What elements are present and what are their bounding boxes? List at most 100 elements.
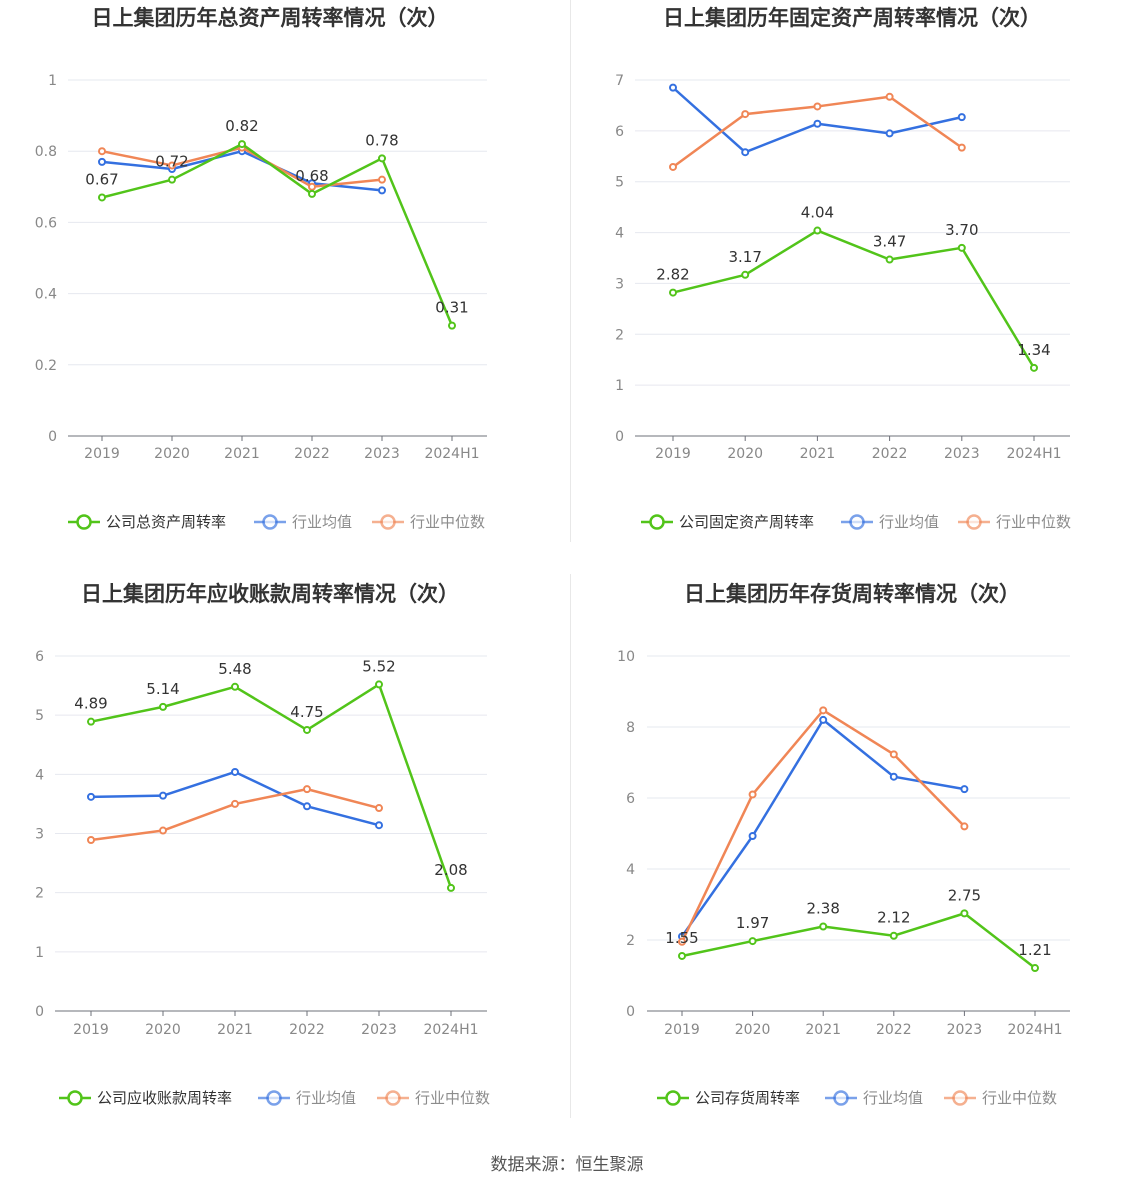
- legend-label: 公司固定资产周转率: [679, 513, 814, 531]
- data-point-avg[interactable]: [159, 791, 167, 800]
- series-line-company: [681, 912, 1036, 970]
- divider-bottom: [570, 574, 571, 1118]
- data-point-median[interactable]: [748, 790, 757, 799]
- data-point-median[interactable]: [669, 162, 677, 171]
- y-tick-label: 10: [617, 649, 635, 665]
- legend-item-median[interactable]: 行业中位数: [958, 513, 1071, 531]
- data-point-avg[interactable]: [375, 821, 383, 830]
- data-point-median[interactable]: [885, 92, 894, 101]
- data-point-avg[interactable]: [303, 802, 311, 811]
- data-point-median[interactable]: [98, 147, 106, 156]
- legend-item-median[interactable]: 行业中位数: [944, 1089, 1057, 1107]
- legend-item-avg[interactable]: 行业均值: [825, 1089, 923, 1107]
- x-tick-label: 2019: [664, 1022, 700, 1038]
- data-point-avg[interactable]: [378, 186, 386, 195]
- data-point-avg[interactable]: [87, 792, 95, 801]
- legend-item-company[interactable]: 公司总资产周转率: [68, 513, 226, 531]
- data-point-avg[interactable]: [748, 831, 757, 840]
- legend-item-avg[interactable]: 行业均值: [258, 1089, 356, 1107]
- data-point-company[interactable]: [238, 140, 246, 149]
- chart-title: 日上集团历年应收账款周转率情况（次）: [81, 582, 459, 606]
- data-point-company[interactable]: [1030, 363, 1038, 372]
- legend-label: 行业中位数: [415, 1089, 490, 1107]
- legend-item-company[interactable]: 公司存货周转率: [657, 1089, 800, 1107]
- data-point-median[interactable]: [957, 143, 966, 152]
- data-point-avg[interactable]: [819, 715, 828, 724]
- legend-item-company[interactable]: 公司固定资产周转率: [641, 513, 814, 531]
- data-point-avg[interactable]: [960, 785, 969, 794]
- data-point-avg[interactable]: [957, 113, 966, 122]
- x-tick-label: 2022: [294, 446, 330, 462]
- series-line-avg: [90, 770, 380, 827]
- data-point-avg[interactable]: [889, 772, 898, 781]
- data-label: 1.97: [736, 914, 769, 932]
- data-point-avg[interactable]: [741, 148, 750, 157]
- legend-item-median[interactable]: 行业中位数: [372, 513, 485, 531]
- legend-item-avg[interactable]: 行业均值: [841, 513, 939, 531]
- data-point-company[interactable]: [375, 680, 383, 689]
- data-point-median[interactable]: [819, 706, 828, 715]
- legend-swatch-marker: [833, 1090, 849, 1106]
- data-point-median[interactable]: [378, 175, 386, 184]
- data-point-company[interactable]: [889, 931, 898, 940]
- y-tick-label: 2: [35, 886, 44, 902]
- data-point-median[interactable]: [87, 836, 95, 845]
- data-point-avg[interactable]: [813, 119, 822, 128]
- data-point-company[interactable]: [308, 189, 316, 198]
- series-line-company: [672, 229, 1036, 369]
- data-point-company[interactable]: [819, 922, 828, 931]
- data-point-median[interactable]: [159, 826, 167, 835]
- y-tick-label: 2: [615, 327, 624, 343]
- legend-swatch-marker: [266, 1090, 282, 1106]
- data-point-company[interactable]: [885, 255, 894, 264]
- data-point-company[interactable]: [669, 288, 677, 297]
- y-tick-label: 4: [615, 226, 624, 242]
- data-point-median[interactable]: [678, 937, 686, 946]
- legend-swatch-marker: [262, 514, 278, 530]
- data-point-median[interactable]: [375, 804, 383, 813]
- data-point-median[interactable]: [308, 182, 316, 191]
- legend-item-avg[interactable]: 行业均值: [254, 513, 352, 531]
- data-point-company[interactable]: [960, 909, 969, 918]
- data-point-median[interactable]: [168, 161, 176, 170]
- data-point-company[interactable]: [87, 717, 95, 726]
- data-point-company[interactable]: [168, 175, 176, 184]
- data-point-median[interactable]: [813, 102, 822, 111]
- data-point-company[interactable]: [231, 682, 239, 691]
- data-point-company[interactable]: [957, 243, 966, 252]
- data-point-company[interactable]: [741, 270, 750, 279]
- data-point-company[interactable]: [447, 883, 455, 892]
- x-tick-label: 2023: [944, 446, 980, 462]
- data-point-median[interactable]: [303, 785, 311, 794]
- data-point-company[interactable]: [378, 154, 386, 163]
- legend-item-median[interactable]: 行业中位数: [377, 1089, 490, 1107]
- y-tick-label: 6: [626, 791, 635, 807]
- data-label: 2.08: [434, 861, 467, 879]
- data-point-company[interactable]: [448, 321, 456, 330]
- data-point-company[interactable]: [813, 226, 822, 235]
- data-point-median[interactable]: [960, 822, 969, 831]
- legend-item-company[interactable]: 公司应收账款周转率: [59, 1089, 232, 1107]
- y-tick-label: 0.2: [35, 358, 57, 374]
- y-tick-label: 0: [35, 1004, 44, 1020]
- data-point-avg[interactable]: [98, 157, 106, 166]
- data-point-company[interactable]: [748, 937, 757, 946]
- data-point-avg[interactable]: [669, 83, 677, 92]
- data-point-company[interactable]: [98, 193, 106, 202]
- data-point-median[interactable]: [741, 110, 750, 119]
- y-tick-label: 0.4: [35, 287, 57, 303]
- data-point-avg[interactable]: [231, 767, 239, 776]
- data-point-company[interactable]: [678, 951, 686, 960]
- data-point-company[interactable]: [303, 725, 311, 734]
- chart-receivables: 日上集团历年应收账款周转率情况（次） 0 1 2 3 4 5 6 2019 2020 2021 202…: [35, 582, 490, 1107]
- y-tick-label: 5: [35, 708, 44, 724]
- data-point-median[interactable]: [889, 750, 898, 759]
- data-label: 3.70: [945, 221, 978, 239]
- x-tick-label: 2021: [217, 1022, 253, 1038]
- data-point-company[interactable]: [1031, 964, 1039, 973]
- data-point-median[interactable]: [231, 799, 239, 808]
- chart-total-assets: 日上集团历年总资产周转率情况（次） 0 0.2 0.4 0.6 0.8 1 2019 2020 2…: [35, 6, 487, 531]
- data-point-company[interactable]: [159, 702, 167, 711]
- data-point-avg[interactable]: [885, 129, 894, 138]
- legend-label: 公司总资产周转率: [106, 513, 226, 531]
